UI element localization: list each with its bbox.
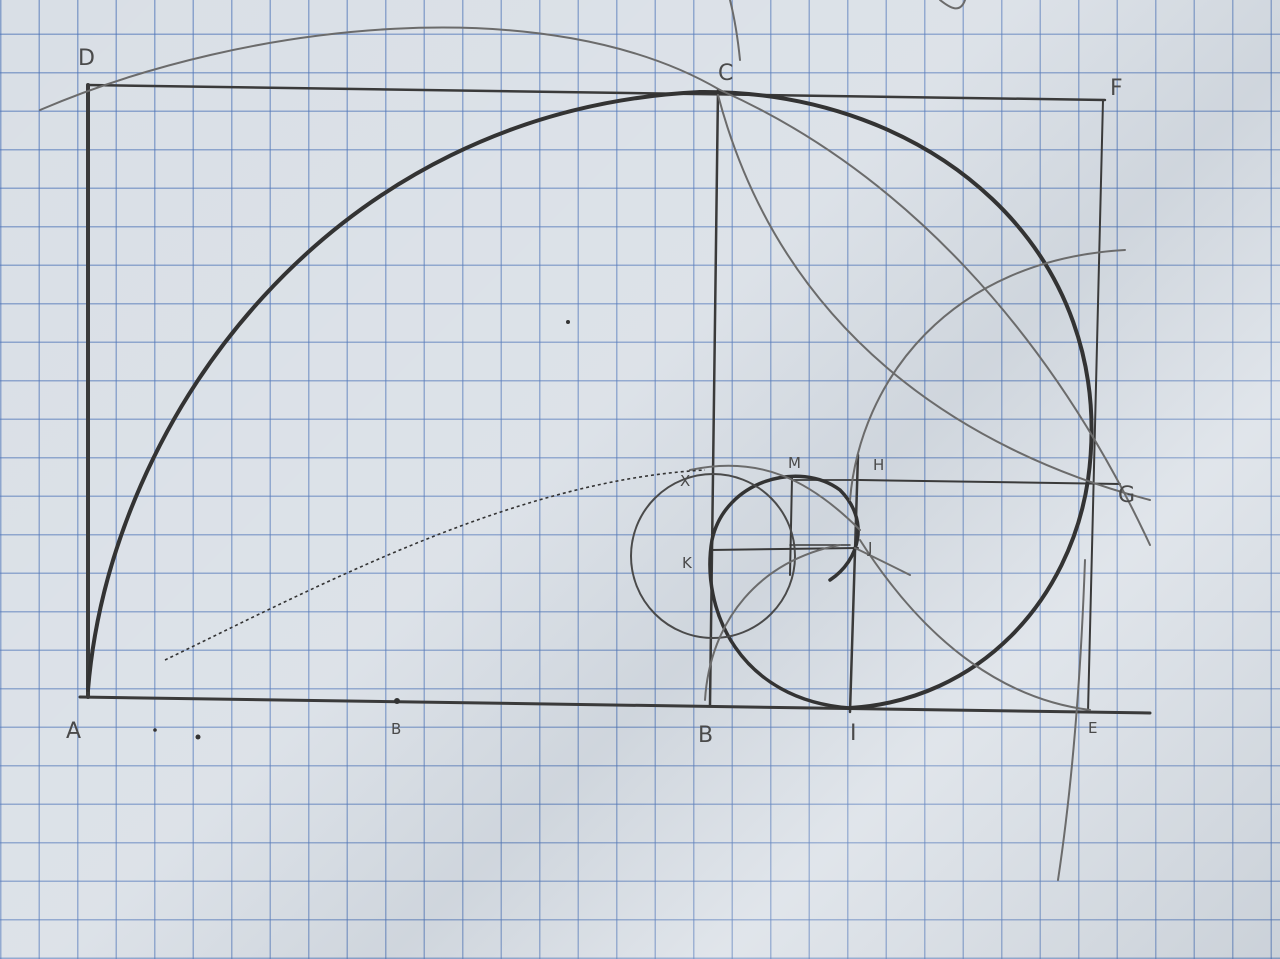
point-mark-3 (566, 320, 570, 324)
label-H: H (873, 456, 884, 474)
spiral-arc-right (698, 89, 1094, 710)
label-I: I (850, 721, 857, 746)
arc-left-small (704, 544, 841, 701)
spiral-arc-large (86, 90, 702, 692)
arc-C-down (717, 94, 1151, 501)
arc-J-right (854, 547, 911, 576)
arc-top-fragment-2 (939, 0, 966, 10)
label-B-prime: B (698, 723, 713, 748)
arc-lower-right (859, 539, 1091, 711)
point-mark-1 (153, 728, 157, 732)
label-D: D (78, 46, 95, 71)
arc-top-small (689, 464, 861, 531)
label-X: X (680, 472, 690, 490)
line-KJ (709, 547, 859, 551)
label-C: C (718, 61, 733, 86)
label-B: B (391, 720, 401, 738)
line-M (789, 477, 793, 576)
top-DF (86, 83, 1107, 102)
dashed-curve-to-X (164, 469, 706, 661)
label-E: E (1088, 719, 1097, 737)
baseline-AE (78, 695, 1152, 715)
circle-inner (630, 473, 796, 639)
line-HI (848, 453, 860, 714)
arc-D-top (39, 26, 721, 111)
arc-top-right (719, 89, 1151, 546)
point-mark-2 (195, 734, 201, 740)
point-B (394, 698, 400, 704)
arc-G-large (849, 249, 1126, 501)
spiral-arc-small (708, 474, 860, 710)
label-M: M (788, 454, 801, 472)
label-K: K (682, 554, 693, 572)
arc-E-down (1057, 559, 1086, 881)
side-FE (1087, 99, 1104, 713)
arc-top-fragment (729, 0, 741, 61)
side-BC (708, 88, 720, 707)
label-A: A (66, 719, 81, 744)
line-HG (859, 479, 1121, 485)
label-G: G (1118, 483, 1135, 508)
label-J: J (867, 539, 872, 557)
label-F: F (1110, 76, 1123, 101)
